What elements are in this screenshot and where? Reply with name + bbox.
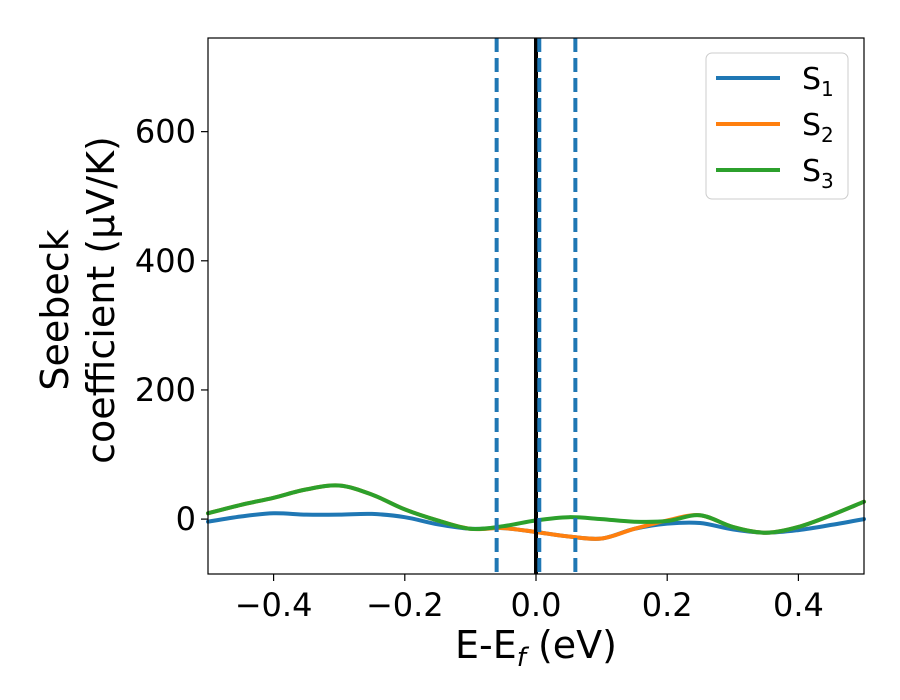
- y-axis-ticks: 0 200 400 600: [135, 113, 208, 538]
- y-tick-label: 600: [135, 113, 196, 151]
- x-axis-ticks: −0.4 −0.2 0.0 0.2 0.4: [235, 574, 824, 624]
- legend-label-3: S3: [802, 154, 834, 193]
- y-axis-title: Seebeck coefficient (μV/K): [33, 136, 123, 464]
- x-tick-label: −0.2: [366, 586, 444, 624]
- y-axis-title-line2: coefficient (μV/K): [79, 136, 123, 464]
- x-tick-label: 0.4: [773, 586, 824, 624]
- legend: S1 S2 S3: [705, 52, 849, 200]
- legend-label-subscript: 3: [821, 169, 834, 193]
- y-axis-title-line1: Seebeck: [33, 229, 77, 390]
- y-tick-label: 0: [176, 500, 196, 538]
- legend-label-subscript: 2: [821, 123, 834, 147]
- x-axis-title: E-Ef (eV): [455, 623, 617, 673]
- y-tick-label: 200: [135, 371, 196, 409]
- x-axis-title-unit: (eV): [526, 623, 617, 667]
- legend-label-subscript: 1: [821, 77, 834, 101]
- x-tick-label: 0.2: [642, 586, 693, 624]
- y-tick-label: 400: [135, 242, 196, 280]
- legend-label-2: S2: [802, 108, 834, 147]
- x-tick-label: 0.0: [511, 586, 562, 624]
- x-tick-label: −0.4: [235, 586, 313, 624]
- legend-label-1: S1: [802, 62, 834, 101]
